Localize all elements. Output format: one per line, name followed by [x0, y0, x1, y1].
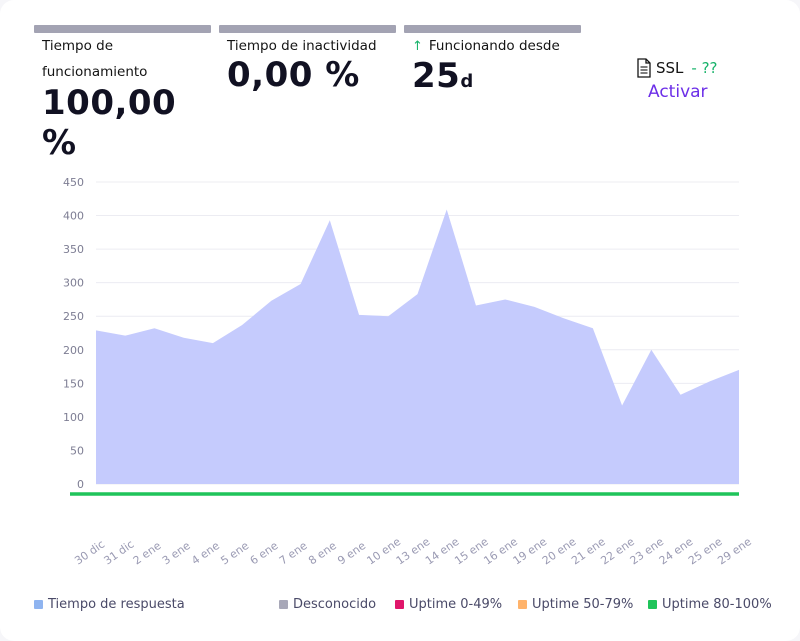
data-point — [416, 293, 419, 296]
uptime-label: Tiempo de funcionamiento — [42, 38, 148, 80]
running-since-label-row: ↑ Funcionando desde — [412, 33, 581, 60]
legend-uptime-0-49[interactable]: Uptime 0-49% — [395, 597, 502, 612]
downtime-stat-bar — [219, 25, 396, 33]
data-point — [708, 380, 711, 383]
x-tick-label: 4 ene — [189, 539, 222, 568]
x-tick-label: 9 ene — [335, 539, 368, 568]
legend-unknown[interactable]: Desconocido — [279, 597, 376, 612]
data-point — [153, 327, 156, 330]
y-tick-label: 350 — [63, 243, 84, 256]
y-tick-label: 50 — [70, 444, 84, 457]
uptime-value: 100,00 % — [42, 83, 177, 163]
y-tick-label: 400 — [63, 210, 84, 223]
running-since-stat: ↑ Funcionando desde 25d — [404, 25, 581, 96]
data-point — [679, 393, 682, 396]
data-point — [621, 404, 624, 407]
x-tick-label: 5 ene — [218, 539, 251, 568]
arrow-up-icon: ↑ — [412, 39, 423, 54]
legend-label: Uptime 80-100% — [662, 597, 772, 612]
x-tick-label: 3 ene — [160, 539, 193, 568]
uptime-stat-bar — [34, 25, 211, 33]
y-tick-label: 250 — [63, 310, 84, 323]
running-since-label: Funcionando desde — [428, 38, 560, 54]
legend-swatch — [648, 600, 657, 609]
running-since-stat-bar — [404, 25, 581, 33]
legend-label: Desconocido — [293, 597, 377, 612]
downtime-label: Tiempo de inactividad — [227, 38, 377, 54]
data-point — [95, 329, 98, 332]
data-point — [211, 342, 214, 345]
running-since-number: 25 — [412, 56, 461, 96]
legend-swatch — [279, 600, 288, 609]
data-point — [445, 208, 448, 211]
data-point — [474, 304, 477, 307]
y-tick-label: 450 — [63, 176, 84, 189]
legend-swatch — [34, 600, 43, 609]
x-tick-label: 7 ene — [277, 539, 310, 568]
x-tick-label: 8 ene — [306, 539, 339, 568]
data-point — [562, 317, 565, 320]
activate-ssl-link[interactable]: Activar — [648, 82, 708, 102]
x-tick-label: 6 ene — [248, 539, 281, 568]
ssl-label: SSL — [656, 59, 684, 77]
data-point — [650, 348, 653, 351]
response-time-area — [96, 209, 739, 484]
running-since-unit: d — [460, 71, 474, 92]
x-tick-label: 31 dic — [101, 538, 136, 568]
legend-response-time[interactable]: Tiempo de respuesta — [34, 597, 185, 612]
y-tick-label: 300 — [63, 277, 84, 290]
downtime-value: 0,00 % — [227, 55, 360, 95]
data-point — [124, 334, 127, 337]
ssl-row: SSL - ?? — [636, 58, 756, 78]
x-tick-label: 2 ene — [131, 539, 164, 568]
y-tick-label: 150 — [63, 377, 84, 390]
legend-uptime-50-79[interactable]: Uptime 50-79% — [518, 597, 633, 612]
legend-label: Tiempo de respuesta — [48, 597, 185, 612]
legend-swatch — [395, 600, 404, 609]
x-tick-label: 29 ene — [715, 535, 754, 568]
x-tick-label: 30 dic — [72, 538, 107, 568]
data-point — [358, 313, 361, 316]
data-point — [504, 298, 507, 301]
data-point — [328, 219, 331, 222]
downtime-stat: Tiempo de inactividad 0,00 % — [219, 25, 396, 95]
y-tick-label: 100 — [63, 411, 84, 424]
data-point — [533, 305, 536, 308]
data-point — [241, 323, 244, 326]
ssl-status: - ?? — [691, 59, 718, 77]
data-point — [270, 299, 273, 302]
legend-label: Uptime 50-79% — [532, 597, 634, 612]
data-point — [387, 315, 390, 318]
running-since-value: 25d — [412, 56, 581, 96]
legend-uptime-80-100[interactable]: Uptime 80-100% — [648, 597, 772, 612]
data-point — [591, 327, 594, 330]
ssl-block: SSL - ?? Activar — [636, 58, 756, 102]
y-tick-label: 200 — [63, 344, 84, 357]
data-point — [738, 368, 741, 371]
legend-swatch — [518, 600, 527, 609]
legend-label: Uptime 0-49% — [409, 597, 503, 612]
data-point — [182, 336, 185, 339]
uptime-stat: Tiempo de funcionamiento 100,00 % — [34, 25, 211, 163]
y-tick-label: 0 — [77, 478, 84, 491]
document-icon — [637, 58, 651, 78]
data-point — [299, 283, 302, 286]
